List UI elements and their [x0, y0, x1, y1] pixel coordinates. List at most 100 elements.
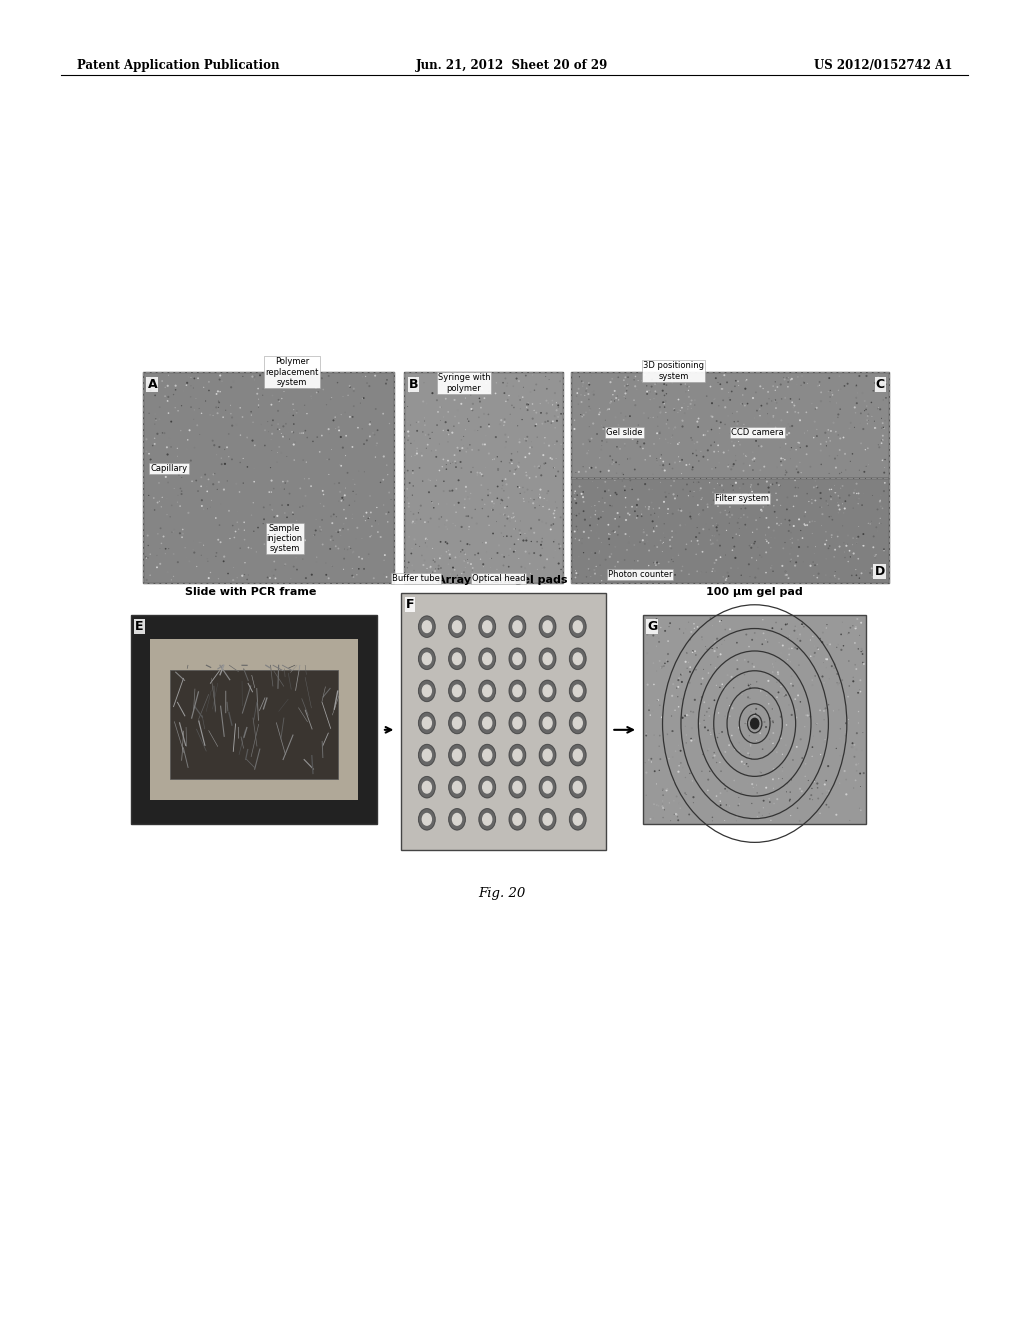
- Point: [680, 380, 696, 401]
- Point: [350, 461, 367, 482]
- Point: [694, 487, 711, 508]
- Point: [686, 480, 702, 502]
- Point: [553, 416, 569, 437]
- Point: [728, 524, 744, 545]
- Point: [419, 561, 435, 582]
- Point: [547, 405, 563, 426]
- Point: [701, 473, 718, 494]
- Point: [321, 418, 337, 440]
- Point: [424, 491, 440, 512]
- Point: [205, 399, 221, 420]
- Point: [703, 561, 720, 582]
- Point: [444, 562, 461, 583]
- Point: [657, 401, 674, 422]
- Point: [492, 413, 508, 434]
- Point: [851, 797, 867, 818]
- Point: [166, 544, 182, 565]
- Point: [728, 810, 744, 832]
- Point: [313, 425, 330, 446]
- Point: [782, 388, 799, 409]
- Point: [470, 440, 486, 461]
- Point: [440, 401, 457, 422]
- Point: [422, 557, 438, 578]
- Point: [682, 480, 698, 502]
- Point: [729, 667, 745, 688]
- Point: [759, 487, 775, 508]
- Point: [766, 428, 782, 449]
- Point: [274, 426, 291, 447]
- Point: [201, 568, 217, 589]
- Point: [642, 407, 658, 428]
- Point: [806, 428, 822, 449]
- Point: [486, 449, 503, 470]
- Point: [720, 504, 736, 525]
- Point: [447, 546, 464, 568]
- Point: [804, 675, 820, 696]
- Point: [761, 532, 777, 553]
- Point: [809, 568, 825, 589]
- Point: [473, 397, 489, 418]
- Point: [768, 663, 784, 684]
- Point: [652, 471, 669, 492]
- Point: [358, 502, 375, 523]
- Point: [553, 558, 569, 579]
- Point: [637, 449, 653, 470]
- Point: [612, 550, 629, 572]
- Point: [420, 511, 436, 532]
- Point: [790, 628, 806, 649]
- Point: [356, 558, 373, 579]
- Point: [591, 404, 607, 425]
- Point: [608, 463, 625, 484]
- Point: [730, 371, 746, 392]
- Point: [821, 506, 838, 527]
- Point: [805, 626, 821, 647]
- Circle shape: [569, 648, 586, 669]
- Point: [811, 371, 827, 392]
- Point: [869, 565, 886, 586]
- Point: [355, 388, 372, 409]
- Point: [188, 470, 205, 491]
- Point: [497, 412, 513, 433]
- Point: [779, 401, 796, 422]
- Point: [828, 392, 845, 413]
- Point: [853, 403, 869, 424]
- Circle shape: [479, 616, 496, 638]
- Point: [768, 397, 784, 418]
- Point: [606, 470, 623, 491]
- Point: [718, 568, 734, 589]
- Point: [643, 376, 659, 397]
- Point: [530, 496, 547, 517]
- Point: [720, 440, 736, 461]
- Point: [703, 405, 720, 426]
- Point: [794, 614, 810, 635]
- Point: [755, 739, 771, 760]
- Point: [851, 366, 867, 387]
- Point: [408, 367, 424, 388]
- Point: [569, 519, 586, 540]
- Circle shape: [419, 616, 435, 638]
- Point: [760, 381, 776, 403]
- Point: [639, 375, 655, 396]
- Point: [399, 461, 416, 482]
- Circle shape: [453, 620, 462, 632]
- Point: [689, 495, 706, 516]
- Point: [321, 449, 337, 470]
- Point: [604, 495, 621, 516]
- Point: [720, 454, 736, 475]
- Point: [840, 533, 856, 554]
- Point: [673, 752, 689, 774]
- Point: [220, 424, 237, 445]
- Point: [328, 536, 344, 557]
- Point: [649, 690, 666, 711]
- Point: [598, 429, 614, 450]
- Point: [591, 540, 607, 561]
- Point: [578, 401, 594, 422]
- Point: [298, 451, 314, 473]
- Point: [600, 523, 616, 544]
- Point: [746, 705, 763, 726]
- Point: [873, 417, 890, 438]
- Point: [442, 564, 459, 585]
- Point: [333, 490, 349, 511]
- Point: [376, 564, 392, 585]
- Point: [702, 722, 719, 743]
